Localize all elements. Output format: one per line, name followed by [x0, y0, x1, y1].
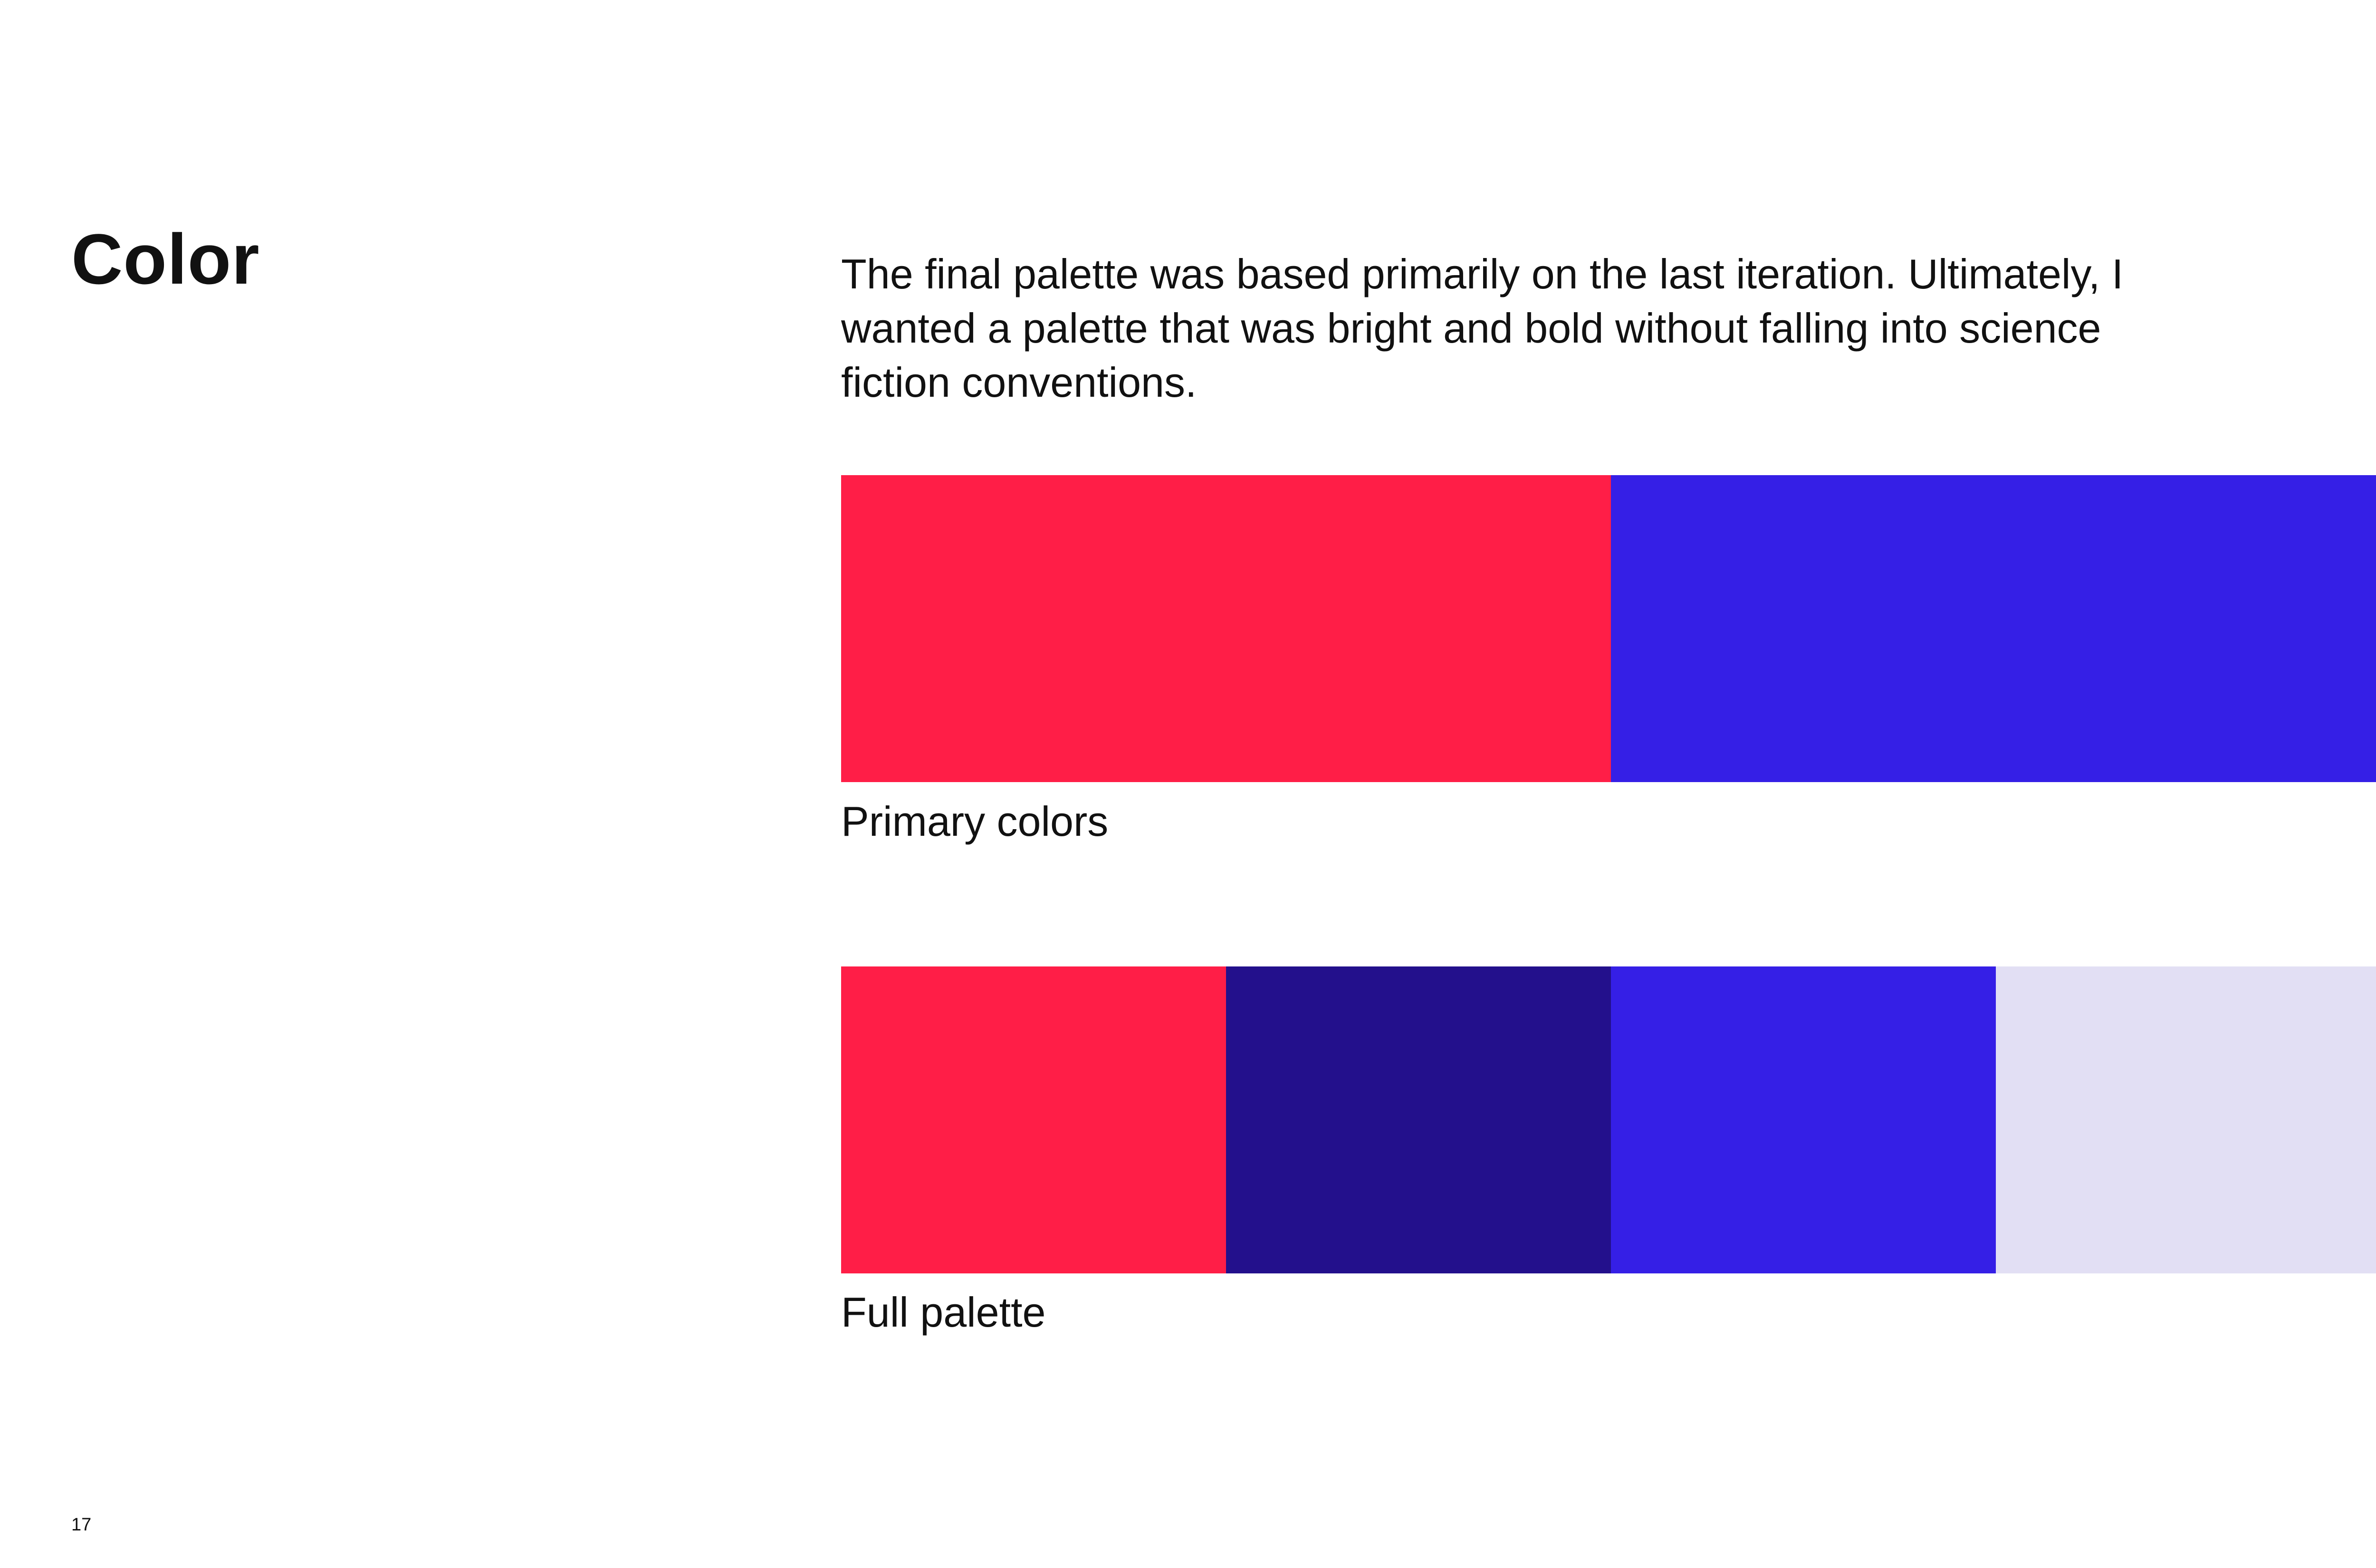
page-number: 17 — [71, 1515, 92, 1535]
full-palette-swatches — [841, 966, 2376, 1273]
swatch-full-2 — [1226, 966, 1611, 1273]
swatch-primary-2 — [1611, 475, 2376, 782]
full-palette-caption: Full palette — [841, 1289, 1046, 1336]
swatch-full-4 — [1996, 966, 2376, 1273]
page-title: Color — [71, 219, 260, 299]
primary-colors-caption: Primary colors — [841, 798, 1109, 845]
swatch-primary-1 — [841, 475, 1611, 782]
primary-colors-swatches — [841, 475, 2376, 782]
intro-paragraph: The final palette was based primarily on… — [841, 250, 2124, 406]
swatch-full-1 — [841, 966, 1226, 1273]
swatch-full-3 — [1611, 966, 1996, 1273]
